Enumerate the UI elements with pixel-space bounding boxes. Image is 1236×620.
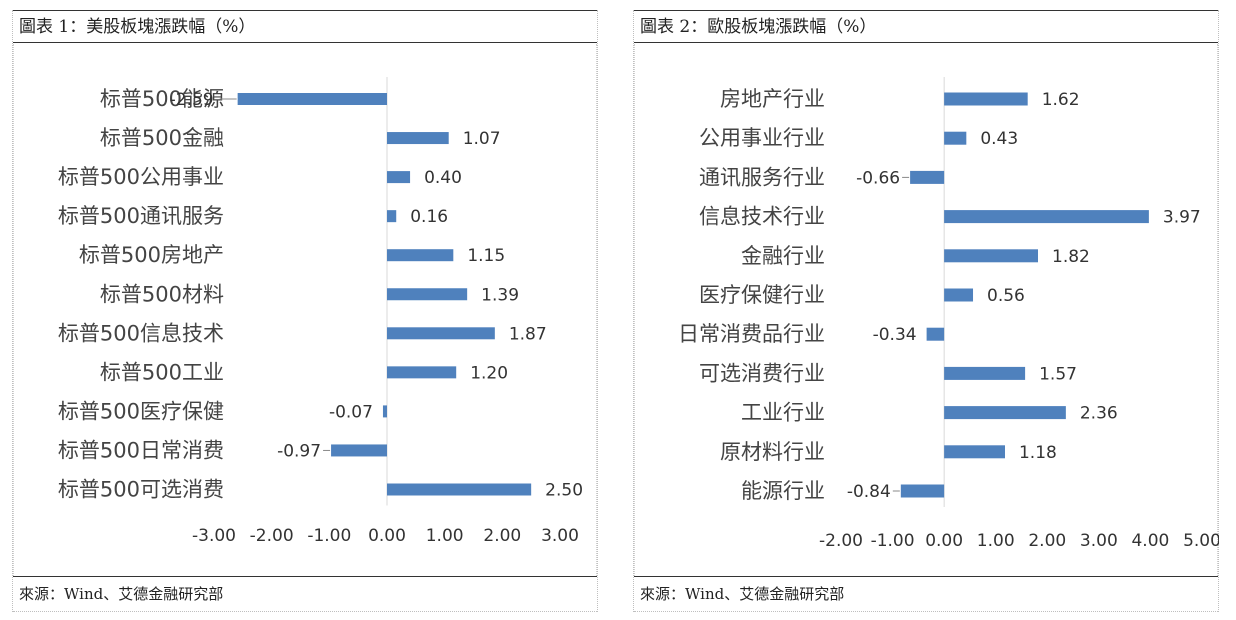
data-label: 1.87 [509,324,547,344]
category-label: 标普500能源 [100,87,224,111]
bar [387,249,454,262]
category-label: 工业行业 [741,401,825,425]
bar [382,405,387,418]
bar [387,366,457,379]
tick-label: 0.00 [925,531,963,551]
category-label: 可选消费行业 [699,361,825,385]
category-label: 标普500信息技术 [58,321,224,345]
bar [331,444,387,457]
category-label: 标普500可选消费 [58,478,224,502]
category-label: 金融行业 [741,244,825,268]
data-label: 1.62 [1042,90,1080,110]
tick-label: 1.00 [977,531,1015,551]
bar [387,483,532,496]
data-label: -0.84 [847,482,891,502]
data-label: 0.16 [410,207,448,227]
chart-title-eu: 圖表 2：歐股板塊漲跌幅（%） [634,10,1218,43]
bar [944,366,1026,380]
tick-label: 5.00 [1183,531,1219,551]
category-label: 标普500房地产 [79,243,224,267]
tick-label: -1.00 [307,526,351,546]
data-label: 1.15 [467,246,505,266]
data-label: 1.07 [463,129,501,149]
category-label: 原材料行业 [720,440,825,464]
tick-label: -2.00 [819,531,863,551]
bar [944,288,974,302]
category-label: 标普500日常消费 [58,438,224,462]
data-label: 2.36 [1080,404,1118,424]
data-label: -0.97 [277,441,321,461]
bar [926,327,945,341]
chart-source-eu: 來源：Wind、艾德金融研究部 [634,576,1218,612]
chart-source-us: 來源：Wind、艾德金融研究部 [13,576,597,612]
bar [944,406,1066,420]
data-label: 0.43 [980,129,1018,149]
bar [900,484,945,498]
category-label: 房地产行业 [720,87,825,111]
chart-panel-us: 圖表 1：美股板塊漲跌幅（%） 标普500能源 -2.59 标普500金融 1.07 标… [12,10,598,612]
tick-label: -1.00 [871,531,915,551]
tick-label: 1.00 [426,526,464,546]
category-label: 标普500材料 [100,282,224,306]
bar [944,131,967,145]
bar [387,327,495,340]
category-label: 标普500公用事业 [58,165,224,189]
category-label: 公用事业行业 [699,126,825,150]
data-label: 1.20 [470,363,508,383]
data-label: 1.39 [481,285,519,305]
tick-label: -2.00 [250,526,294,546]
data-label: -0.07 [329,402,373,422]
category-label: 标普500工业 [100,360,224,384]
data-label: 1.82 [1052,247,1090,267]
chart-panel-eu: 圖表 2：歐股板塊漲跌幅（%） 房地产行业 1.62 公用事业行业 0.43 通讯服务行… [633,10,1221,612]
bar [910,170,945,184]
category-label: 标普500通讯服务 [58,204,224,228]
tick-label: 4.00 [1131,531,1169,551]
tick-label: 2.00 [1028,531,1066,551]
tick-label: 0.00 [368,526,406,546]
tick-label: -3.00 [192,526,236,546]
category-label: 信息技术行业 [699,205,825,229]
bar [237,93,387,105]
bar [944,210,1149,224]
bar [387,171,411,184]
category-label: 日常消费品行业 [678,322,825,346]
chart-area-us: 标普500能源 -2.59 标普500金融 1.07 标普500公用事业 0.40 标普50… [13,44,597,576]
data-label: 3.97 [1163,208,1201,228]
tick-label: 3.00 [1080,531,1118,551]
chart-area-eu: 房地产行业 1.62 公用事业行业 0.43 通讯服务行业 -0.66 信息技术行业 3.97… [634,44,1221,576]
bar-chart-eu: 房地产行业 1.62 公用事业行业 0.43 通讯服务行业 -0.66 信息技术行业 3.97… [678,77,1221,551]
tick-label: 3.00 [541,526,579,546]
bar-chart-us: 标普500能源-2.59 标普500金融 1.07 标普500公用事业 0.40 标普50… [58,77,583,546]
bar [387,132,449,145]
bar [387,210,397,223]
tick-label: 2.00 [483,526,521,546]
bar [387,288,468,301]
data-label: -0.66 [856,168,900,188]
data-label: 0.40 [424,168,462,188]
data-label: -2.59 [170,90,214,110]
category-label: 标普500医疗保健 [58,399,224,423]
category-label: 医疗保健行业 [699,283,825,307]
data-label: 2.50 [545,481,583,501]
chart-title-us: 圖表 1：美股板塊漲跌幅（%） [13,10,597,43]
data-label: -0.34 [873,325,917,345]
bar [944,92,1028,106]
data-label: 0.56 [987,286,1025,306]
data-label: 1.57 [1039,364,1077,384]
data-label: 1.18 [1019,443,1057,463]
category-label: 能源行业 [741,479,825,503]
category-label: 标普500金融 [100,126,224,150]
bar [944,445,1005,459]
bar [944,249,1039,263]
category-label: 通讯服务行业 [699,165,825,189]
